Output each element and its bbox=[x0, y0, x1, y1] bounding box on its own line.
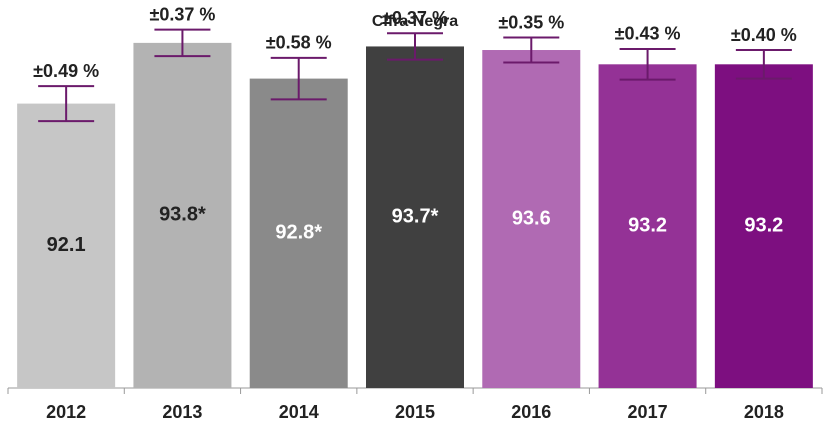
error-bar bbox=[735, 49, 792, 80]
x-tick-label: 2012 bbox=[46, 402, 86, 422]
error-bar bbox=[503, 36, 560, 64]
error-bar bbox=[387, 32, 443, 61]
value-label: 93.2 bbox=[628, 214, 667, 236]
bar bbox=[714, 64, 813, 389]
bar bbox=[482, 50, 581, 388]
value-label: 93.7* bbox=[392, 206, 439, 228]
error-label: ±0.43 % bbox=[615, 24, 681, 44]
bar bbox=[366, 46, 464, 388]
error-bar bbox=[270, 56, 327, 101]
error-bar bbox=[38, 85, 95, 123]
error-label: ±0.49 % bbox=[33, 61, 99, 81]
bar bbox=[17, 103, 116, 389]
error-label: ±0.35 % bbox=[498, 12, 564, 32]
x-tick-label: 2013 bbox=[162, 402, 202, 422]
bar bbox=[249, 78, 348, 388]
x-tick-label: 2015 bbox=[395, 402, 435, 422]
value-label: 93.6 bbox=[512, 207, 551, 229]
error-label: ±0.40 % bbox=[731, 25, 797, 45]
chart-title: Cifra Negra bbox=[372, 13, 458, 30]
bar bbox=[598, 64, 697, 389]
error-bar bbox=[154, 28, 211, 58]
error-bar bbox=[619, 47, 676, 81]
value-label: 93.8* bbox=[159, 204, 206, 226]
error-label: ±0.58 % bbox=[266, 33, 332, 53]
x-tick-label: 2017 bbox=[628, 402, 668, 422]
error-label: ±0.37 % bbox=[149, 4, 215, 24]
value-label: 92.8* bbox=[275, 222, 322, 244]
value-label: 93.2 bbox=[744, 214, 783, 236]
value-label: 92.1 bbox=[47, 234, 86, 256]
x-tick-label: 2016 bbox=[511, 402, 551, 422]
x-tick-label: 2018 bbox=[744, 402, 784, 422]
bar bbox=[133, 42, 232, 389]
x-tick-label: 2014 bbox=[279, 402, 319, 422]
error-label: ±0.37 % bbox=[382, 8, 448, 28]
